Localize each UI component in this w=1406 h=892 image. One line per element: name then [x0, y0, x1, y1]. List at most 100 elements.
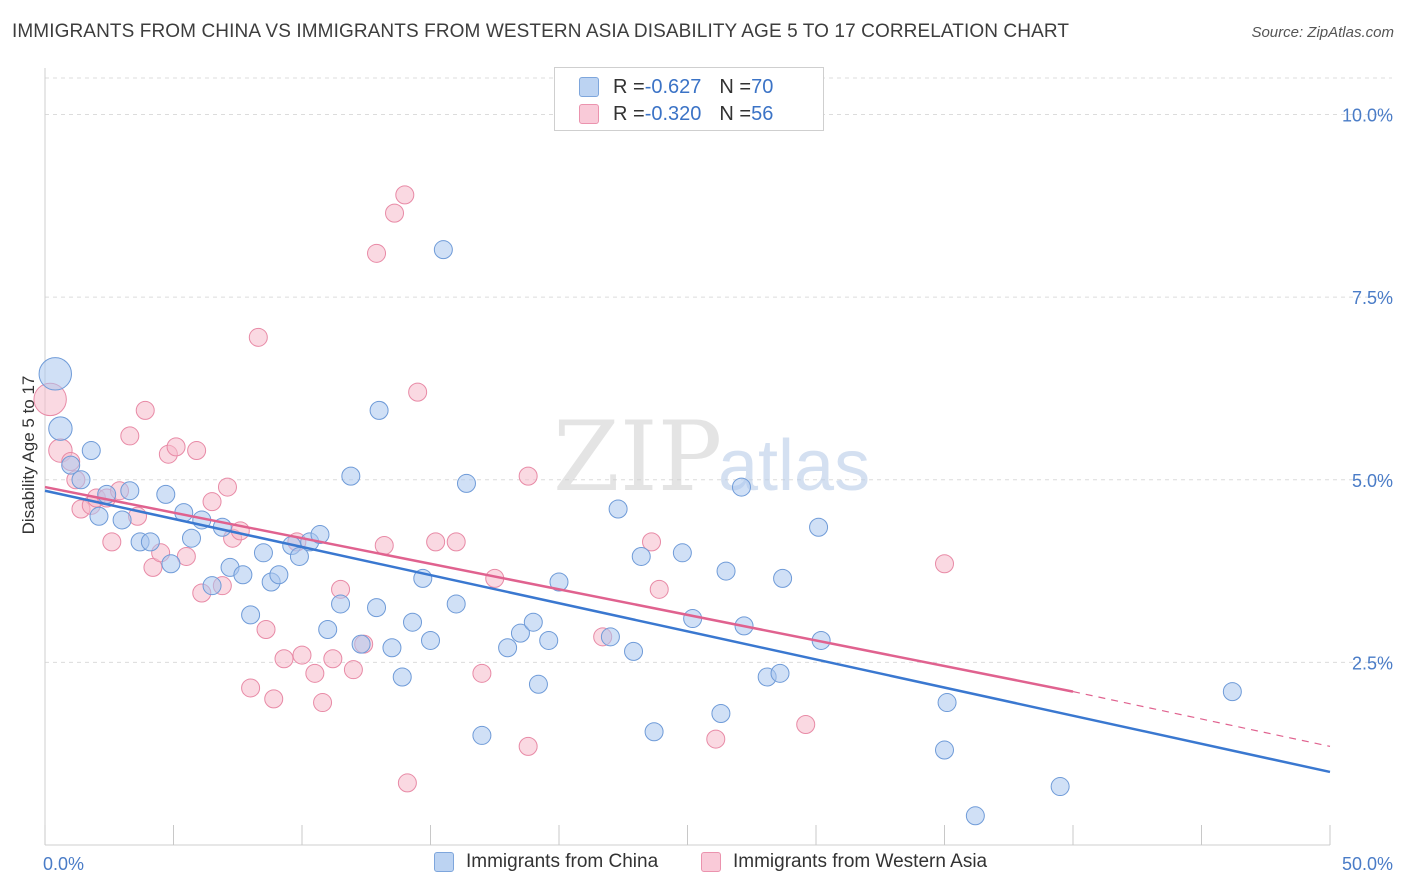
western-asia-point: [187, 441, 207, 461]
china-point: [773, 568, 793, 588]
western-asia-point: [217, 477, 237, 497]
y-tick-label: 5.0%: [1352, 471, 1393, 491]
china-point: [600, 627, 620, 647]
series-china-points: [38, 240, 1242, 826]
china-point: [140, 532, 160, 552]
western-asia-point: [395, 185, 415, 205]
china-point: [510, 623, 530, 643]
stats-legend: R = -0.627 N = 70 R = -0.320 N = 56: [554, 67, 824, 131]
x-tick-label-min: 0.0%: [43, 854, 84, 874]
y-tick-label: 7.5%: [1352, 288, 1393, 308]
western-asia-point: [796, 714, 816, 734]
legend-row-western-asia: R = -0.320 N = 56: [579, 102, 773, 126]
china-point: [523, 612, 543, 632]
china-point: [683, 609, 703, 629]
legend-n-value: 70: [751, 75, 774, 98]
western-asia-point: [274, 649, 294, 669]
china-point: [624, 641, 644, 661]
china-swatch: [434, 852, 454, 872]
x-tick-label-max: 50.0%: [1342, 854, 1393, 874]
chart-title: IMMIGRANTS FROM CHINA VS IMMIGRANTS FROM…: [12, 21, 1070, 42]
china-point: [181, 528, 201, 548]
china-point: [241, 605, 261, 625]
china-point: [608, 499, 628, 519]
bottom-legend-china: Immigrants from China: [434, 851, 658, 873]
china-point: [456, 473, 476, 493]
western-asia-point: [143, 557, 163, 577]
western-asia-point: [446, 532, 466, 552]
china-point: [672, 543, 692, 563]
china-point: [341, 466, 361, 486]
bottom-legend-china-label: Immigrants from China: [466, 851, 659, 872]
western-asia-trend-line: [44, 485, 1074, 693]
western-asia-point: [135, 400, 155, 420]
western-asia-point: [292, 645, 312, 665]
western-asia-point: [176, 546, 196, 566]
china-point: [48, 416, 73, 441]
legend-r-value: -0.320: [644, 102, 702, 125]
china-point: [472, 725, 492, 745]
western-asia-swatch: [701, 852, 721, 872]
china-point: [331, 594, 351, 614]
western-asia-point: [313, 693, 333, 713]
western-asia-point: [935, 554, 954, 574]
china-point: [392, 667, 412, 687]
western-asia-swatch: [579, 104, 599, 124]
western-asia-point: [323, 649, 343, 669]
china-point: [310, 525, 330, 545]
china-swatch: [579, 77, 599, 97]
china-point: [89, 506, 109, 526]
china-point: [369, 400, 389, 420]
bottom-legend-western-asia: Immigrants from Western Asia: [701, 851, 987, 873]
china-point: [351, 634, 371, 654]
western-asia-point: [202, 492, 222, 512]
china-point: [433, 240, 453, 260]
china-point: [1222, 682, 1242, 702]
china-point: [161, 554, 181, 574]
china-point: [269, 565, 289, 585]
western-asia-point: [305, 663, 325, 683]
western-asia-point: [374, 536, 394, 556]
legend-n-label: N =: [719, 75, 752, 98]
western-asia-point: [426, 532, 446, 552]
western-asia-point: [706, 729, 726, 749]
y-tick-label: 10.0%: [1342, 106, 1393, 126]
western-asia-point: [408, 382, 428, 402]
y-tick-label: 2.5%: [1352, 653, 1393, 673]
china-point: [233, 565, 253, 585]
china-point: [61, 455, 81, 475]
legend-n-value: 56: [751, 102, 774, 125]
china-point: [770, 663, 790, 683]
china-point: [935, 740, 954, 760]
western-asia-point: [642, 532, 662, 552]
china-point: [446, 594, 466, 614]
western-asia-point: [102, 532, 122, 552]
china-point: [716, 561, 736, 581]
western-asia-point: [343, 660, 363, 680]
western-asia-point: [649, 579, 669, 599]
china-trend-line: [44, 489, 1331, 774]
china-point: [528, 674, 548, 694]
china-point: [382, 638, 402, 658]
china-point: [809, 517, 829, 537]
china-point: [112, 510, 132, 530]
western-asia-point: [256, 620, 276, 640]
china-point: [253, 543, 273, 563]
china-point: [38, 357, 72, 391]
western-asia-point: [518, 736, 538, 756]
china-point: [120, 481, 140, 501]
bottom-legend-western-asia-label: Immigrants from Western Asia: [733, 851, 988, 872]
china-point: [498, 638, 518, 658]
western-asia-point: [120, 426, 140, 446]
western-asia-point: [385, 203, 405, 223]
china-point: [156, 484, 176, 504]
china-point: [318, 620, 338, 640]
china-point: [202, 576, 222, 596]
legend-r-label: R =: [613, 75, 645, 98]
western-asia-point: [397, 773, 417, 793]
tick-labels: 2.5% 5.0% 7.5% 10.0% 0.0% 50.0%: [43, 106, 1393, 874]
western-asia-point: [472, 663, 492, 683]
western-asia-point: [241, 678, 261, 698]
western-asia-point: [166, 437, 186, 457]
